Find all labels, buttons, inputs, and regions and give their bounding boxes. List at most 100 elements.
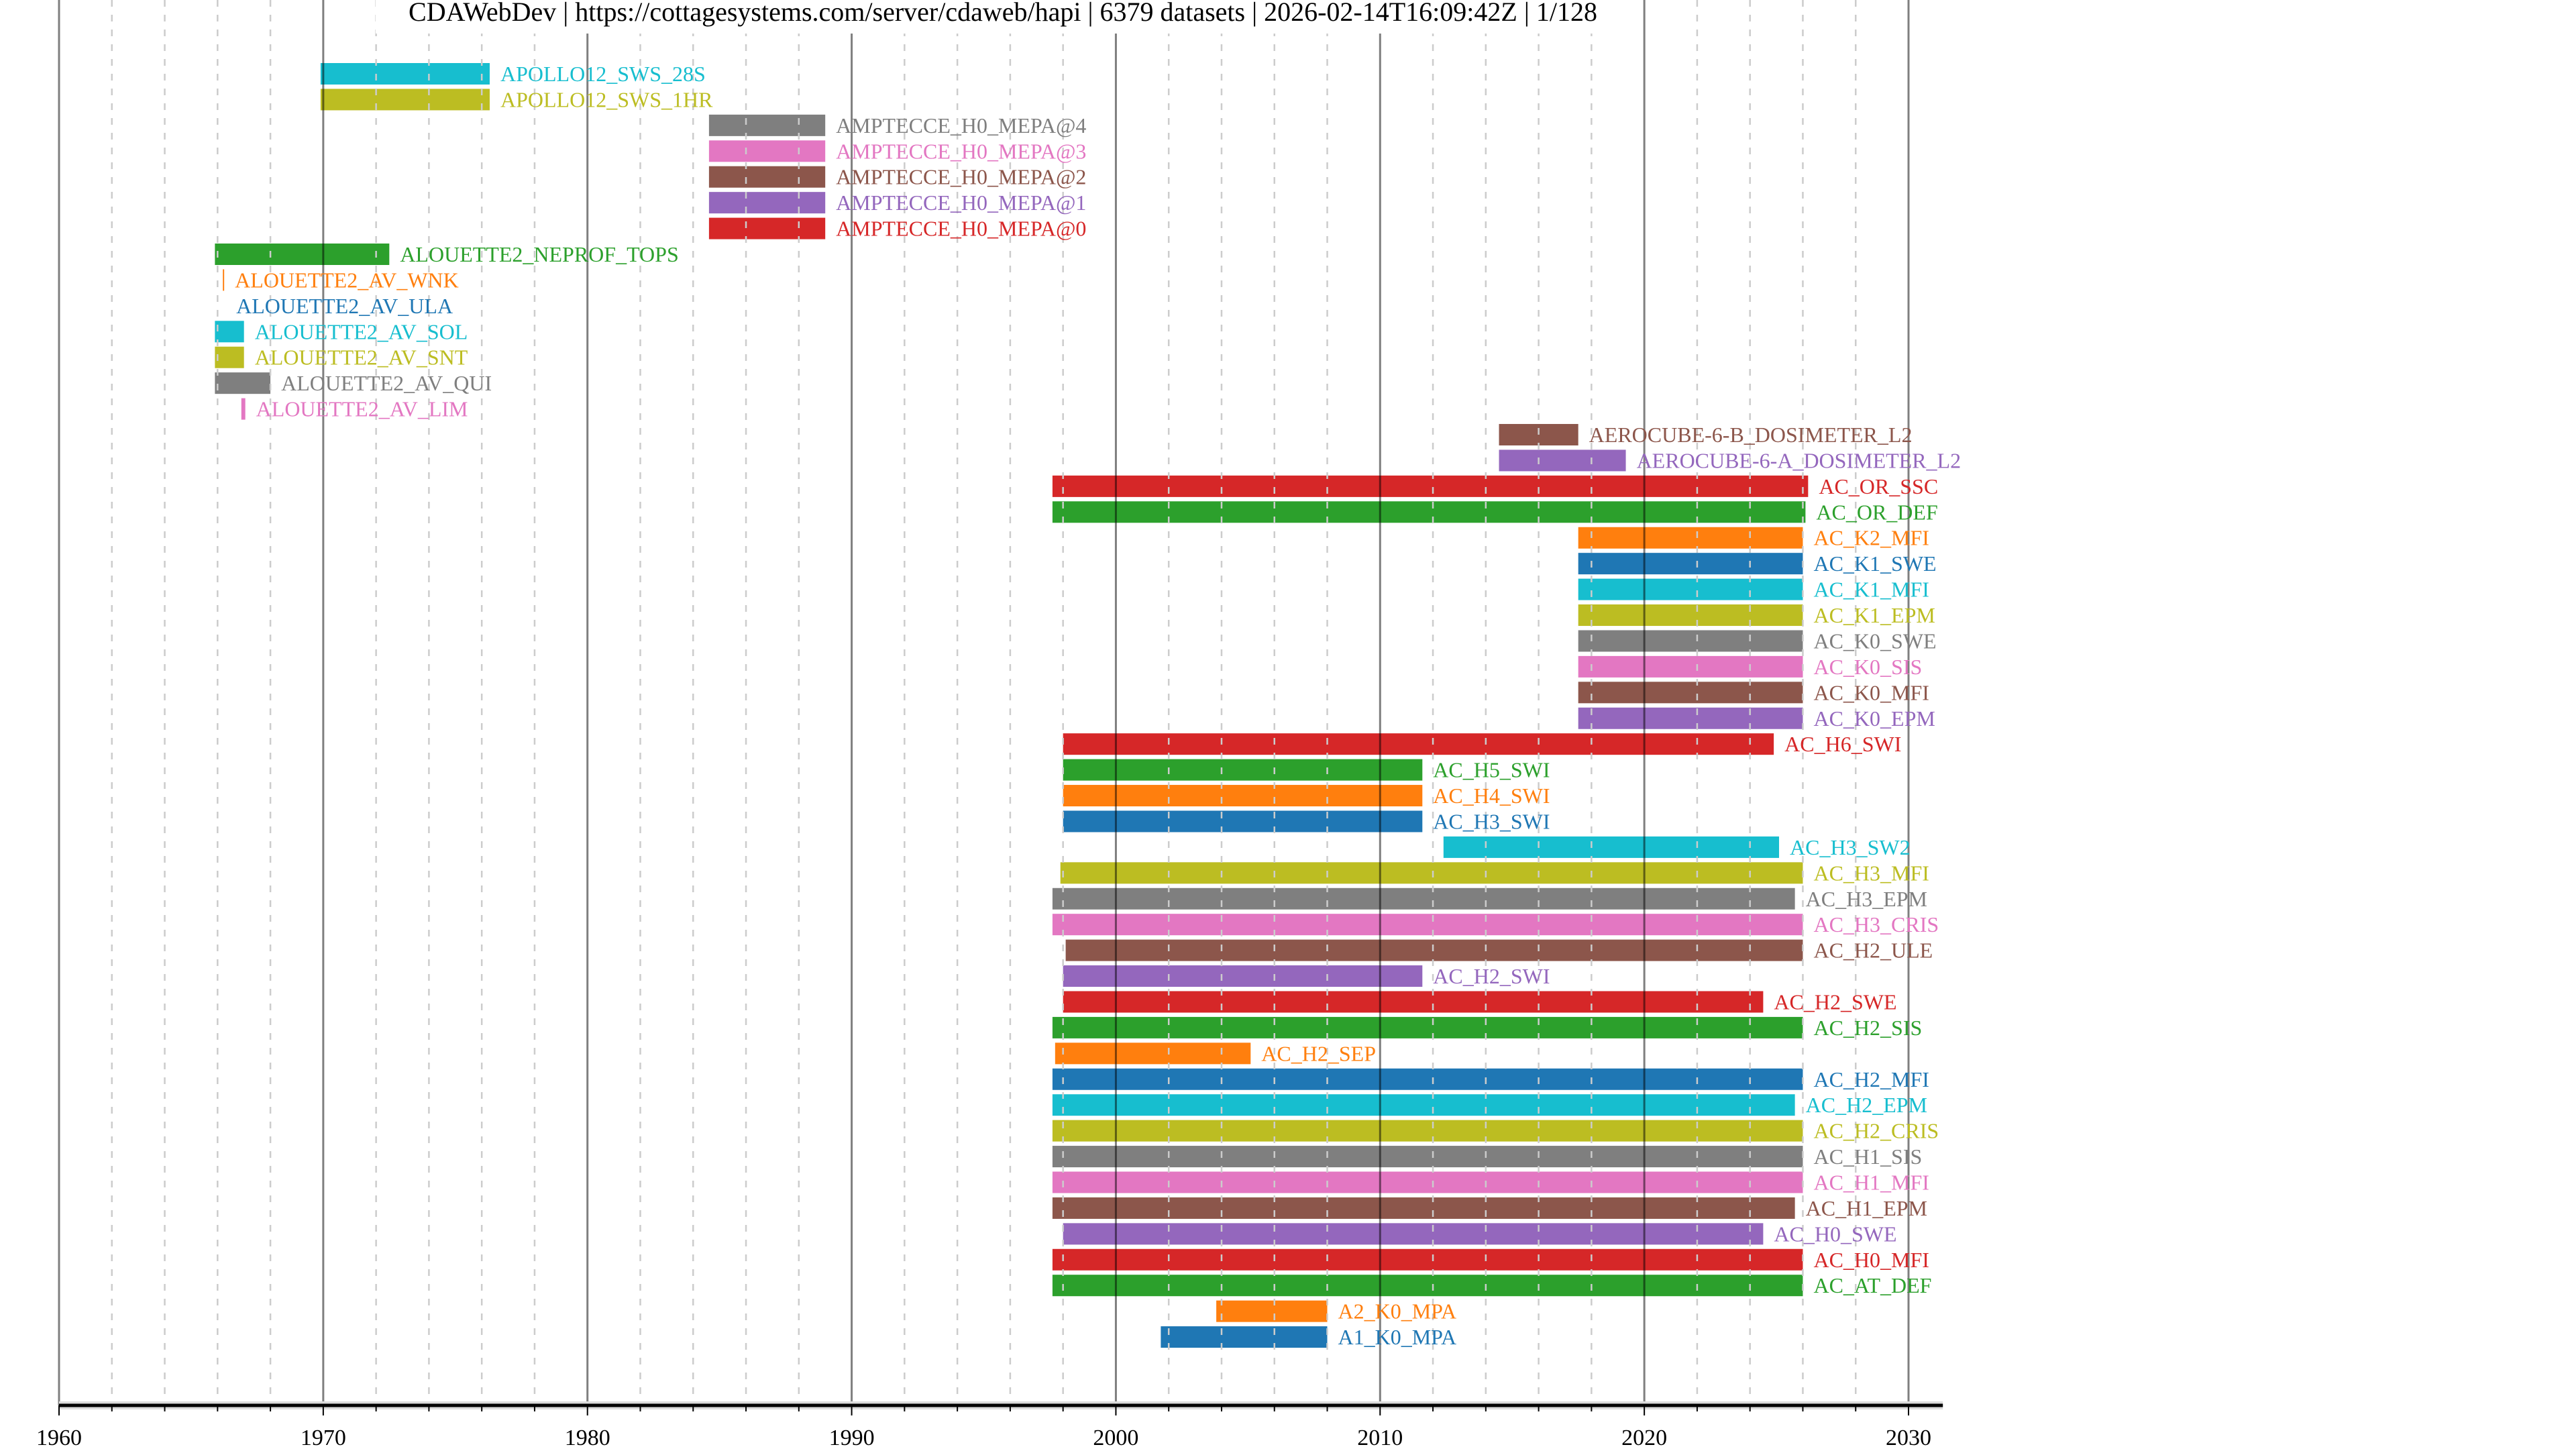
bar-label: AC_H2_SWE <box>1774 989 1896 1014</box>
bar-label: AC_OR_SSC <box>1819 474 1938 498</box>
bar-AC_H6_SWI <box>1063 733 1774 755</box>
bar-label: ALOUETTE2_AV_WNK <box>235 268 459 292</box>
bar-label: APOLLO12_SWS_1HR <box>500 87 713 111</box>
bar-label: AC_H2_SWI <box>1433 964 1550 988</box>
bar-label: A2_K0_MPA <box>1338 1299 1457 1324</box>
bar-AC_K1_EPM <box>1578 604 1803 627</box>
bar-label: ALOUETTE2_AV_SNT <box>255 345 468 370</box>
bar-label: ALOUETTE2_NEPROF_TOPS <box>400 242 678 266</box>
bar-label: ALOUETTE2_AV_ULA <box>236 294 453 318</box>
bar-label: AC_H1_MFI <box>1813 1170 1929 1194</box>
bar-label: AMPTECCE_H0_MEPA@3 <box>836 139 1086 163</box>
bar-APOLLO12_SWS_1HR <box>320 89 490 111</box>
bar-label: AC_H3_SWI <box>1433 809 1550 833</box>
bar-label: AC_K0_MFI <box>1813 680 1929 704</box>
bar-label: ALOUETTE2_AV_LIM <box>256 397 468 421</box>
bar-AC_H3_SWI <box>1063 810 1423 833</box>
bar-AC_OR_SSC <box>1052 475 1809 497</box>
x-tick-label: 2030 <box>1886 1426 1931 1449</box>
bar-label: AMPTECCE_H0_MEPA@4 <box>836 113 1086 138</box>
bar-AC_H1_SIS <box>1052 1146 1803 1168</box>
bar-AC_H1_MFI <box>1052 1171 1803 1193</box>
bar-AC_H3_SW2 <box>1443 836 1780 858</box>
bar-AC_OR_DEF <box>1052 501 1806 523</box>
bar-AMPTECCE_H0_MEPA@4 <box>708 114 826 136</box>
bar-label: AMPTECCE_H0_MEPA@1 <box>836 191 1086 215</box>
bar-AC_H2_SWI <box>1063 965 1423 987</box>
bar-APOLLO12_SWS_28S <box>320 63 490 85</box>
title-background <box>376 0 1637 34</box>
bar-AC_H4_SWI <box>1063 785 1423 807</box>
bar-label: AC_K1_SWE <box>1813 551 1936 576</box>
bar-AC_K0_MFI <box>1578 682 1803 704</box>
bar-AC_K1_SWE <box>1578 553 1803 575</box>
bar-AC_H2_SIS <box>1052 1016 1803 1038</box>
bar-AC_H2_SWE <box>1063 991 1764 1013</box>
x-tick-label: 1960 <box>36 1426 82 1449</box>
bar-label: AC_K1_EPM <box>1813 603 1935 627</box>
bar-label: AC_H0_MFI <box>1813 1248 1929 1272</box>
bar-AC_H3_CRIS <box>1052 914 1803 936</box>
bar-A2_K0_MPA <box>1216 1300 1328 1322</box>
bar-AC_H2_SEP <box>1055 1042 1251 1065</box>
bar-label: AEROCUBE-6-A_DOSIMETER_L2 <box>1637 448 1962 472</box>
bar-label: APOLLO12_SWS_28S <box>500 62 706 86</box>
bar-label: AC_K1_MFI <box>1813 578 1929 602</box>
bar-AC_AT_DEF <box>1052 1275 1803 1297</box>
bar-label: AC_K2_MFI <box>1813 526 1929 550</box>
bar-AMPTECCE_H0_MEPA@1 <box>708 192 826 214</box>
bar-label: AC_H2_SIS <box>1813 1016 1922 1040</box>
bar-ALOUETTE2_AV_WNK <box>223 269 225 291</box>
x-tick-label: 1970 <box>301 1426 346 1449</box>
bar-AC_H3_EPM <box>1052 888 1795 910</box>
bar-label: AC_H2_ULE <box>1813 938 1933 963</box>
bar-label: AC_H1_SIS <box>1813 1144 1922 1169</box>
bar-label: AC_H0_SWE <box>1774 1222 1896 1246</box>
bar-label: AC_H2_SEP <box>1261 1041 1376 1065</box>
bar-label: AC_H2_MFI <box>1813 1067 1929 1091</box>
bar-AC_H2_ULE <box>1065 939 1803 961</box>
bar-ALOUETTE2_AV_LIM <box>241 398 246 420</box>
bar-label: AC_H4_SWI <box>1433 784 1550 808</box>
bar-label: AC_H6_SWI <box>1784 732 1901 756</box>
x-tick-label: 2020 <box>1621 1426 1667 1449</box>
bar-label: AC_H2_CRIS <box>1813 1119 1939 1143</box>
bar-AC_K1_MFI <box>1578 578 1803 600</box>
x-tick-label: 1980 <box>565 1426 610 1449</box>
bar-AMPTECCE_H0_MEPA@2 <box>708 166 826 188</box>
bar-AC_K0_EPM <box>1578 707 1803 729</box>
bar-label: AC_H3_SW2 <box>1790 835 1911 859</box>
bar-AEROCUBE-6-A_DOSIMETER_L2 <box>1499 449 1626 472</box>
bar-label: AC_K0_EPM <box>1813 706 1935 731</box>
bar-label: AC_H3_EPM <box>1806 887 1927 911</box>
bar-ALOUETTE2_AV_SOL <box>215 321 244 343</box>
bar-label: ALOUETTE2_AV_SOL <box>255 319 468 343</box>
x-tick-label: 2000 <box>1093 1426 1138 1449</box>
bar-AMPTECCE_H0_MEPA@0 <box>708 217 826 239</box>
bar-label: AC_H5_SWI <box>1433 758 1550 782</box>
bar-AC_H1_EPM <box>1052 1197 1795 1219</box>
bar-label: AEROCUBE-6-B_DOSIMETER_L2 <box>1589 423 1913 447</box>
x-tick-label: 1990 <box>829 1426 875 1449</box>
chart-title: CDAWebDev | https://cottagesystems.com/s… <box>409 0 1597 27</box>
x-axis: 1960 1970 1980 1990 2000 2010 2020 2030 <box>36 1401 1943 1449</box>
bar-label: AC_AT_DEF <box>1813 1273 1931 1297</box>
bar-label: AC_K0_SWE <box>1813 629 1936 653</box>
bars-layer <box>215 63 1809 1348</box>
bar-AC_K0_SIS <box>1578 655 1803 678</box>
gridlines <box>58 0 1910 1405</box>
bar-label: AMPTECCE_H0_MEPA@0 <box>836 217 1086 241</box>
bar-label: AC_H1_EPM <box>1806 1196 1927 1220</box>
bar-A1_K0_MPA <box>1161 1326 1328 1348</box>
bar-AC_H0_SWE <box>1063 1223 1764 1245</box>
bar-label: ALOUETTE2_AV_QUI <box>281 371 492 395</box>
bar-AC_H2_EPM <box>1052 1094 1795 1116</box>
bar-AC_H2_CRIS <box>1052 1120 1803 1142</box>
bar-AC_H5_SWI <box>1063 759 1423 781</box>
bar-AC_H2_MFI <box>1052 1068 1803 1090</box>
bar-label: AMPTECCE_H0_MEPA@2 <box>836 165 1086 189</box>
bar-label: AC_OR_DEF <box>1816 500 1937 524</box>
